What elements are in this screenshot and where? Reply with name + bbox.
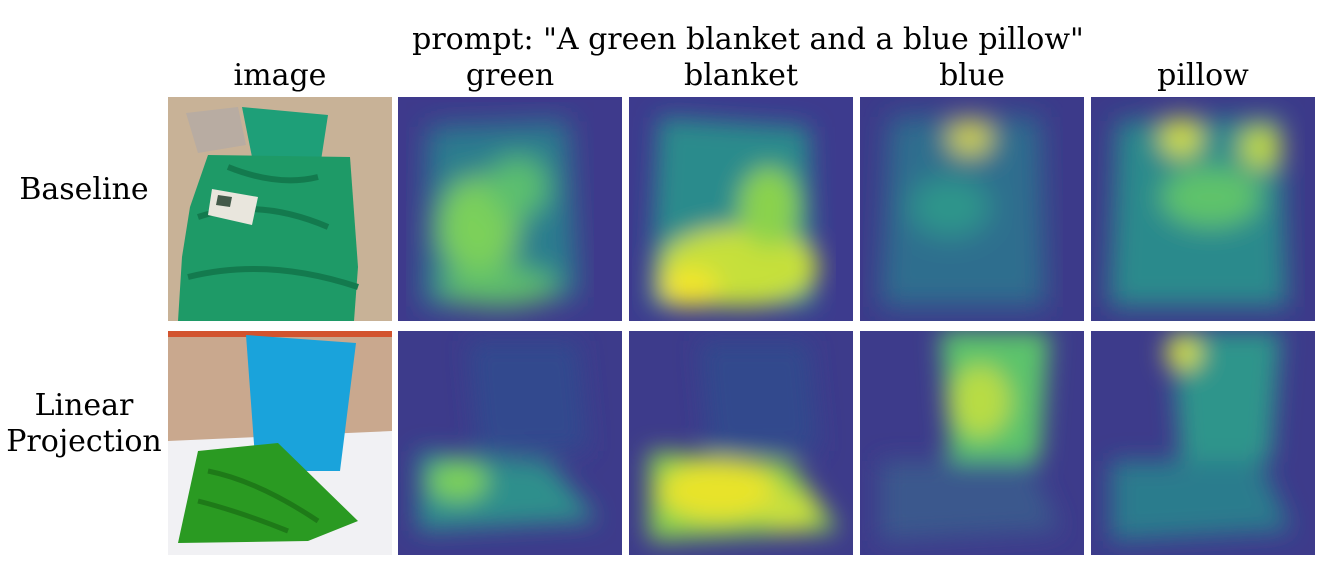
linear-projection-attention-blanket [629, 331, 853, 555]
linear-projection-attention-green [398, 331, 622, 555]
baseline-attention-green [398, 97, 622, 321]
column-header-image: image [233, 58, 327, 93]
linear-projection-attention-pillow [1091, 331, 1315, 555]
column-header-pillow: pillow [1157, 58, 1249, 93]
row-label-linear: Linear [34, 388, 134, 423]
bed-photo [168, 97, 392, 321]
teal-pillow [242, 107, 328, 167]
baseline-attention-blanket [629, 97, 853, 321]
linear-projection-generated-image [168, 331, 392, 555]
pillow-towel-photo [168, 331, 392, 555]
row-label-baseline: Baseline [19, 172, 149, 207]
column-header-green: green [465, 58, 555, 93]
column-header-blue: blue [939, 58, 1005, 93]
row-label-projection: Projection [6, 424, 162, 459]
column-header-blanket: blanket [684, 58, 798, 93]
baseline-attention-pillow [1091, 97, 1315, 321]
baseline-attention-blue [860, 97, 1084, 321]
linear-projection-attention-blue [860, 331, 1084, 555]
baseline-generated-image [168, 97, 392, 321]
prompt-caption: prompt: "A green blanket and a blue pill… [412, 22, 1084, 57]
blue-pillow [246, 335, 356, 471]
grey-pillow [186, 107, 246, 153]
